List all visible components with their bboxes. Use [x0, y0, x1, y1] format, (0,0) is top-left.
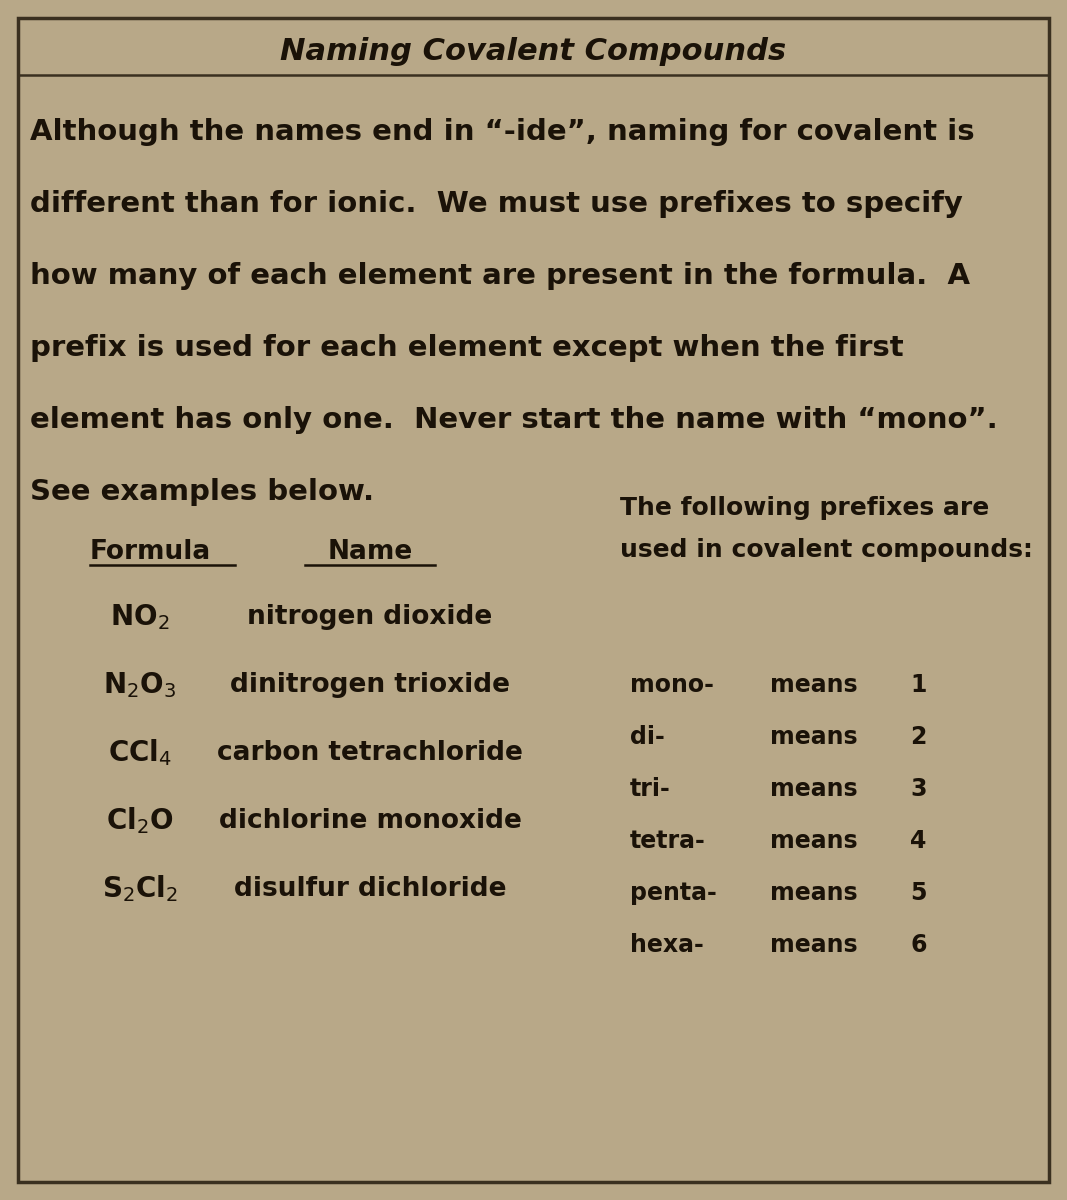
- Text: 5: 5: [910, 881, 926, 905]
- Text: means: means: [770, 829, 858, 853]
- Text: how many of each element are present in the formula.  A: how many of each element are present in …: [30, 262, 970, 290]
- Text: means: means: [770, 778, 858, 802]
- Text: The following prefixes are: The following prefixes are: [620, 496, 989, 520]
- Text: 6: 6: [910, 934, 926, 958]
- Text: hexa-: hexa-: [630, 934, 704, 958]
- Text: Name: Name: [328, 539, 413, 565]
- Text: dichlorine monoxide: dichlorine monoxide: [219, 808, 522, 834]
- Text: 3: 3: [910, 778, 926, 802]
- Text: dinitrogen trioxide: dinitrogen trioxide: [230, 672, 510, 698]
- Text: Cl$_2$O: Cl$_2$O: [107, 805, 174, 836]
- Text: means: means: [770, 725, 858, 749]
- Text: nitrogen dioxide: nitrogen dioxide: [248, 604, 493, 630]
- Text: penta-: penta-: [630, 881, 717, 905]
- Text: used in covalent compounds:: used in covalent compounds:: [620, 538, 1033, 562]
- Text: means: means: [770, 934, 858, 958]
- Text: 2: 2: [910, 725, 926, 749]
- Text: Formula: Formula: [90, 539, 211, 565]
- Text: 1: 1: [910, 673, 926, 697]
- Text: means: means: [770, 881, 858, 905]
- Text: disulfur dichloride: disulfur dichloride: [234, 876, 506, 902]
- Text: mono-: mono-: [630, 673, 714, 697]
- Text: different than for ionic.  We must use prefixes to specify: different than for ionic. We must use pr…: [30, 190, 962, 218]
- Text: di-: di-: [630, 725, 665, 749]
- Text: means: means: [770, 673, 858, 697]
- Text: carbon tetrachloride: carbon tetrachloride: [217, 740, 523, 766]
- Text: NO$_2$: NO$_2$: [110, 602, 170, 632]
- Text: element has only one.  Never start the name with “mono”.: element has only one. Never start the na…: [30, 406, 998, 434]
- Text: Naming Covalent Compounds: Naming Covalent Compounds: [280, 37, 786, 66]
- Text: tri-: tri-: [630, 778, 671, 802]
- Text: prefix is used for each element except when the first: prefix is used for each element except w…: [30, 334, 904, 362]
- Text: N$_2$O$_3$: N$_2$O$_3$: [103, 670, 177, 700]
- Text: See examples below.: See examples below.: [30, 478, 375, 506]
- Text: tetra-: tetra-: [630, 829, 705, 853]
- Text: Although the names end in “-ide”, naming for covalent is: Although the names end in “-ide”, naming…: [30, 118, 974, 146]
- Text: S$_2$Cl$_2$: S$_2$Cl$_2$: [102, 874, 178, 905]
- Text: 4: 4: [910, 829, 926, 853]
- Text: CCl$_4$: CCl$_4$: [108, 738, 172, 768]
